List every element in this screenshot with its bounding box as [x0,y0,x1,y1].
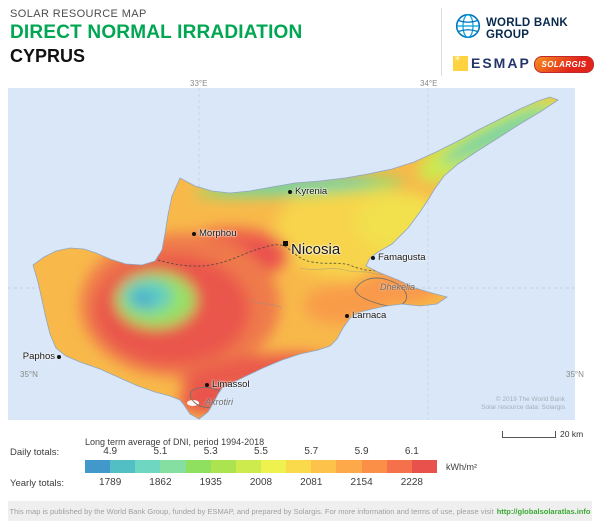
lat-label-left: 35°N [20,370,38,379]
city-marker-larnaca [344,313,349,318]
daily-value: 5.7 [304,446,319,457]
yearly-value: 2154 [350,477,373,488]
cyprus-dni-map: 35°N 35°N Kyrenia Morphou Nicosia Famagusta… [8,88,584,420]
map-copyright: © 2019 The World Bank Solar resource dat… [481,396,565,411]
yearly-totals-label: Yearly totals: [10,478,65,489]
yearly-value: 2081 [300,477,323,488]
footer-link[interactable]: http://globalsolaratlas.info [496,506,591,516]
legend-color-segment [361,460,387,473]
city-label-kyrenia: Kyrenia [295,186,328,197]
footer-text: This map is published by the World Bank … [9,506,494,516]
legend-color-segment [185,460,211,473]
scale-label: 20 km [560,429,584,439]
legend-color-bar [85,460,437,473]
city-marker-limassol [204,382,209,387]
world-bank-logo-text: WORLD BANK GROUP [486,16,568,41]
city-marker-famagusta [370,255,375,260]
header-divider [441,8,442,76]
legend-color-segment [311,460,337,473]
legend-color-segment [160,460,186,473]
lon-label-33: 33°E [190,79,208,88]
world-bank-globe-icon [455,13,481,44]
city-marker-morphou [191,231,196,236]
legend-color-segment [386,460,412,473]
daily-values-row: 4.9 5.1 5.3 5.5 5.7 5.9 6.1 [0,446,600,458]
legend-color-segment [210,460,236,473]
city-label-morphou: Morphou [199,228,237,239]
lat-label-right: 35°N [566,370,584,379]
city-marker-paphos [56,354,61,359]
legend-color-segment [411,460,437,473]
territory-label-dhekelia: Dhekelia [380,282,416,292]
kicker-text: SOLAR RESOURCE MAP [10,8,147,20]
daily-value: 5.1 [153,446,168,457]
map-artwork [8,88,575,420]
yearly-value: 1862 [149,477,172,488]
yearly-value: 1789 [99,477,122,488]
city-label-nicosia: Nicosia [291,241,341,258]
solargis-logo-text: SOLARGIS [541,60,587,69]
green-line-border [157,244,413,272]
daily-value: 5.3 [203,446,218,457]
yearly-values-row: 1789 1862 1935 2008 2081 2154 2228 [0,477,600,489]
city-label-limassol: Limassol [212,379,250,390]
daily-value: 6.1 [404,446,419,457]
legend-color-segment [135,460,161,473]
legend-color-segment [235,460,261,473]
legend-color-segment [260,460,287,473]
yearly-value: 1935 [199,477,222,488]
coastline [32,96,559,420]
city-marker-nicosia [282,240,288,246]
yearly-value: 2008 [249,477,273,488]
esmap-logo-text: ESMAP [471,55,531,71]
yearly-value: 2228 [400,477,423,488]
legend-color-segment [286,460,312,473]
legend-title: Long term average of DNI, period 1994-20… [85,437,265,447]
daily-totals-label: Daily totals: [10,447,60,458]
solargis-logo: SOLARGIS [534,56,594,73]
akrotiri-salt-lake [187,400,199,406]
country-title: CYPRUS [10,46,86,66]
esmap-star-icon: ✳ [454,53,461,63]
legend-color-segment [85,460,111,473]
legend-unit: kWh/m² [446,462,477,472]
legend-color-segment [110,460,136,473]
scale-bar [502,431,556,438]
page-title: DIRECT NORMAL IRRADIATION [10,22,303,43]
footer-bar: This map is published by the World Bank … [8,501,592,521]
city-label-famagusta: Famagusta [378,252,426,263]
city-marker-kyrenia [287,189,292,194]
city-label-paphos: Paphos [22,351,55,362]
legend-color-segment [336,460,362,473]
lon-label-34: 34°E [420,79,438,88]
daily-value: 4.9 [103,446,118,457]
daily-value: 5.9 [354,446,369,457]
esmap-logo: ✳ ESMAP [453,53,531,71]
daily-value: 5.5 [254,446,268,457]
dhekelia-boundary [354,277,407,307]
world-bank-logo: WORLD BANK GROUP [455,13,600,44]
esmap-icon: ✳ [453,53,468,71]
territory-label-akrotiri: Akrotiri [205,397,234,407]
city-label-larnaca: Larnaca [352,310,387,321]
